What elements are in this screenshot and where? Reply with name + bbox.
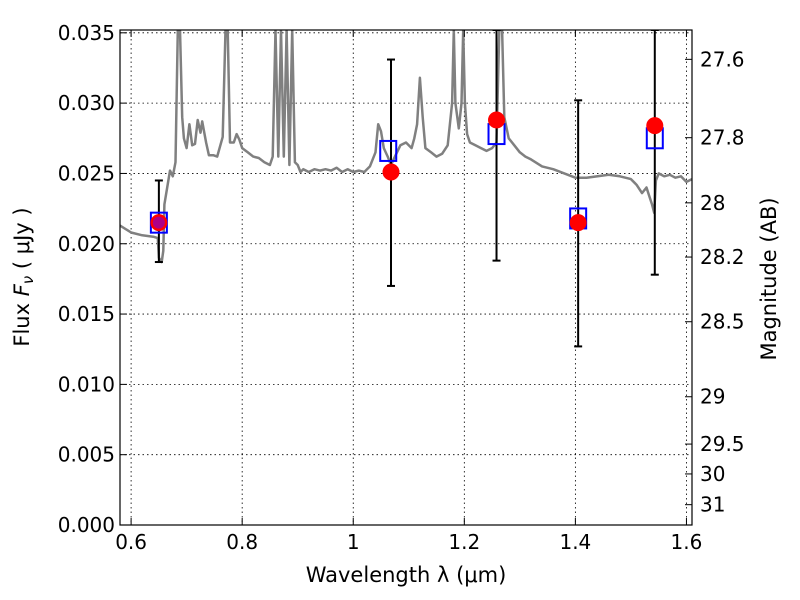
observed-point [488, 111, 506, 129]
y-tick-label: 0.015 [58, 302, 115, 326]
mag-tick-label: 28 [700, 191, 725, 215]
x-tick-label: 1.2 [448, 530, 480, 554]
error-bars [154, 30, 659, 348]
x-tick-label: 1.6 [671, 530, 703, 554]
model-spectrum-layer [120, 30, 692, 264]
mag-tick-label: 29 [700, 385, 725, 409]
markers [149, 111, 664, 234]
mag-tick-label: 27.8 [700, 126, 745, 150]
y-label-subscript: ν [19, 276, 37, 284]
x-tick-label: 0.6 [115, 530, 147, 554]
x-tick-label: 1 [347, 530, 360, 554]
overlap-point [152, 216, 165, 229]
y-tick-label: 0.020 [58, 232, 115, 256]
observed-point [646, 117, 664, 135]
y-tick-label: 0.005 [58, 443, 115, 467]
y-tick-label: 0.010 [58, 372, 115, 396]
mag-tick-label: 31 [700, 493, 725, 517]
y-label-unit: ( μJy ) [10, 207, 34, 275]
observed-point [569, 214, 587, 232]
y-tick-label: 0.035 [58, 21, 115, 45]
mag-tick-label: 28.2 [700, 245, 745, 269]
y-tick-label: 0.025 [58, 161, 115, 185]
mag-tick-label: 27.6 [700, 47, 745, 71]
mag-tick-label: 28.5 [700, 310, 745, 334]
y-label-prefix: Flux [10, 296, 34, 346]
y-label-symbol: F [10, 283, 34, 296]
plot-frame [119, 29, 693, 526]
grid [120, 30, 692, 526]
y-tick-label: 0.000 [58, 513, 115, 537]
observed-point [382, 163, 400, 181]
y-axis-label-left: Flux Fν ( μJy ) [10, 207, 37, 346]
model-square [379, 139, 398, 162]
mag-tick-label: 30 [700, 462, 725, 486]
y-axis-label-right: Magnitude (AB) [757, 197, 781, 360]
mag-tick-label: 29.5 [700, 432, 745, 456]
x-tick-label: 1.4 [559, 530, 591, 554]
x-tick-label: 0.8 [226, 530, 258, 554]
ticks: 0.6 0.8 1 1.2 1.4 1.6 0.000 0.005 0.010 0.015 0.02… [58, 21, 745, 554]
x-axis-label: Wavelength λ (μm) [306, 563, 507, 587]
model-spectrum-line [120, 30, 692, 264]
y-tick-label: 0.030 [58, 91, 115, 115]
